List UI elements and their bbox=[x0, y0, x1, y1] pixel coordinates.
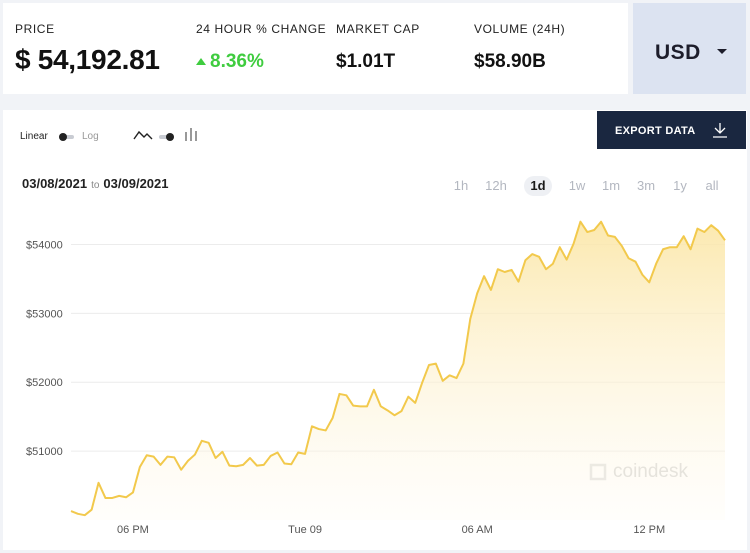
currency-label: USD bbox=[655, 41, 701, 64]
up-arrow-icon bbox=[196, 58, 206, 65]
line-chart-icon[interactable] bbox=[133, 129, 153, 141]
range-1h[interactable]: 1h bbox=[453, 178, 469, 193]
date-range: 03/08/2021 to 03/09/2021 bbox=[22, 176, 169, 191]
range-1y[interactable]: 1y bbox=[673, 178, 687, 193]
volume-label: VOLUME (24H) bbox=[474, 22, 566, 36]
date-from[interactable]: 03/08/2021 bbox=[22, 176, 88, 191]
range-1d[interactable]: 1d bbox=[524, 176, 552, 196]
x-tick-label: Tue 09 bbox=[288, 524, 322, 536]
chart-type-toggle[interactable] bbox=[159, 133, 174, 141]
change-label: 24 HOUR % CHANGE bbox=[196, 22, 327, 36]
range-1w[interactable]: 1w bbox=[568, 178, 586, 193]
change-percent: 8.36% bbox=[210, 51, 264, 72]
bar-chart-icon[interactable] bbox=[184, 127, 198, 141]
x-tick-label: 06 PM bbox=[117, 524, 149, 536]
date-to[interactable]: 03/09/2021 bbox=[103, 176, 169, 191]
price-area bbox=[71, 221, 725, 520]
x-tick-label: 12 PM bbox=[633, 524, 665, 536]
currency-select[interactable]: USD bbox=[633, 3, 746, 94]
range-all[interactable]: all bbox=[705, 178, 719, 193]
download-icon bbox=[713, 123, 727, 138]
export-data-label: EXPORT DATA bbox=[615, 125, 696, 137]
volume-value: $58.90B bbox=[474, 51, 546, 72]
change-value: 8.36% bbox=[196, 51, 264, 73]
chart-type-toggle-knob bbox=[166, 133, 174, 141]
y-tick-label: $54000 bbox=[26, 239, 63, 251]
price-label: PRICE bbox=[15, 22, 55, 36]
log-scale-label[interactable]: Log bbox=[82, 131, 99, 142]
y-tick-label: $53000 bbox=[26, 308, 63, 320]
date-to-word: to bbox=[91, 180, 100, 191]
range-3m[interactable]: 3m bbox=[636, 178, 656, 193]
scale-toggle-knob bbox=[59, 133, 67, 141]
price-value: $ 54,192.81 bbox=[15, 44, 160, 75]
price-chart: $51000 $52000 $53000 $54000 06 PM Tue 09 06 AM… bbox=[26, 220, 726, 536]
market-cap-label: MARKET CAP bbox=[336, 22, 420, 36]
scale-toggle[interactable] bbox=[59, 133, 74, 141]
range-12h[interactable]: 12h bbox=[485, 178, 507, 193]
x-tick-label: 06 AM bbox=[462, 524, 493, 536]
chevron-down-icon bbox=[717, 49, 727, 54]
export-data-button[interactable]: EXPORT DATA bbox=[597, 111, 746, 149]
market-cap-value: $1.01T bbox=[336, 51, 396, 72]
linear-scale-label[interactable]: Linear bbox=[20, 131, 48, 142]
price-line bbox=[70, 220, 726, 517]
y-tick-label: $51000 bbox=[26, 446, 63, 458]
chart-card: $51000 $52000 $53000 $54000 06 PM Tue 09 06 AM… bbox=[3, 110, 747, 550]
range-1m[interactable]: 1m bbox=[601, 178, 621, 193]
y-tick-label: $52000 bbox=[26, 377, 63, 389]
stats-bar: PRICE $ 54,192.81 24 HOUR % CHANGE 8.36%… bbox=[3, 3, 628, 94]
